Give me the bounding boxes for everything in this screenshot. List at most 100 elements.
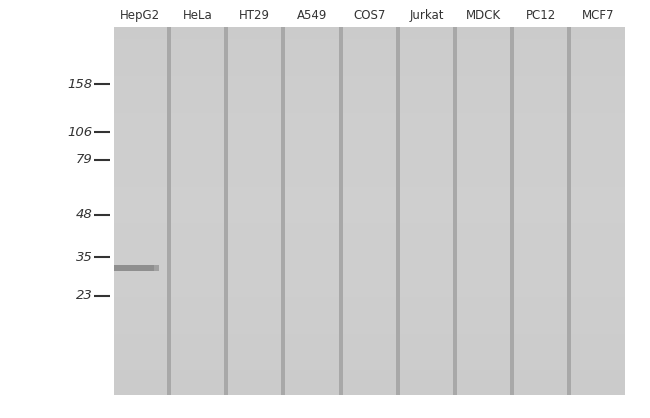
Bar	[571, 125, 625, 138]
Bar	[571, 309, 625, 321]
Bar	[457, 260, 510, 273]
Bar	[514, 370, 567, 383]
Bar	[281, 27, 285, 395]
Text: 23: 23	[75, 289, 92, 302]
Bar	[114, 76, 167, 89]
Bar	[285, 211, 339, 223]
Bar	[514, 125, 567, 138]
Bar	[400, 88, 453, 101]
Bar	[571, 149, 625, 162]
Bar	[114, 100, 167, 113]
Bar	[343, 64, 396, 76]
Bar	[171, 174, 224, 186]
Bar	[571, 370, 625, 383]
Bar	[571, 223, 625, 236]
Bar	[114, 51, 167, 64]
Bar	[228, 162, 281, 174]
Bar	[114, 247, 167, 260]
Bar	[228, 174, 281, 186]
Bar	[457, 100, 510, 113]
Bar	[114, 162, 167, 174]
Bar	[228, 296, 281, 309]
Bar	[285, 309, 339, 321]
Bar	[228, 333, 281, 346]
Bar	[171, 64, 224, 76]
Bar	[400, 39, 453, 52]
Text: 79: 79	[75, 153, 92, 166]
Bar	[343, 260, 396, 273]
Bar	[514, 272, 567, 285]
Bar	[514, 112, 567, 125]
Bar	[400, 284, 453, 297]
Bar	[285, 284, 339, 297]
Text: 106: 106	[67, 125, 92, 138]
Bar	[343, 370, 396, 383]
Bar	[457, 235, 510, 248]
Bar	[285, 76, 339, 89]
Bar	[514, 260, 567, 273]
Bar	[457, 382, 510, 395]
Text: 158: 158	[67, 78, 92, 91]
Bar	[228, 125, 281, 138]
Bar	[514, 199, 567, 211]
Bar	[514, 223, 567, 236]
Bar	[285, 137, 339, 150]
Bar	[114, 137, 167, 150]
Bar	[228, 346, 281, 358]
Bar	[571, 137, 625, 150]
Bar	[457, 211, 510, 223]
Bar	[457, 284, 510, 297]
Bar	[571, 235, 625, 248]
Bar	[114, 382, 167, 395]
Bar	[343, 346, 396, 358]
Bar	[153, 265, 159, 271]
Bar	[114, 296, 167, 309]
Bar	[228, 112, 281, 125]
Bar	[343, 284, 396, 297]
Bar	[457, 186, 510, 199]
Text: COS7: COS7	[353, 9, 385, 22]
Bar	[343, 100, 396, 113]
Bar	[514, 382, 567, 395]
Text: HepG2: HepG2	[120, 9, 161, 22]
Bar	[457, 112, 510, 125]
Bar	[457, 247, 510, 260]
Bar	[457, 199, 510, 211]
Bar	[343, 125, 396, 138]
Bar	[171, 370, 224, 383]
Bar	[514, 284, 567, 297]
Bar	[400, 296, 453, 309]
Bar	[114, 370, 167, 383]
Bar	[571, 199, 625, 211]
Bar	[224, 27, 228, 395]
Bar	[457, 27, 510, 39]
Text: 35: 35	[75, 250, 92, 264]
Bar	[343, 112, 396, 125]
Bar	[343, 199, 396, 211]
Bar	[400, 149, 453, 162]
Bar	[514, 186, 567, 199]
Bar	[514, 76, 567, 89]
Bar	[114, 346, 167, 358]
Bar	[514, 358, 567, 370]
Bar	[285, 27, 339, 39]
Bar	[571, 39, 625, 52]
Bar	[171, 149, 224, 162]
Bar	[171, 333, 224, 346]
Bar	[400, 51, 453, 64]
Bar	[114, 358, 167, 370]
Bar	[343, 27, 396, 39]
Bar	[457, 88, 510, 101]
Bar	[400, 321, 453, 334]
Bar	[114, 186, 167, 199]
Bar	[114, 272, 167, 285]
Bar	[400, 27, 453, 39]
Bar	[571, 51, 625, 64]
Bar	[571, 321, 625, 334]
Bar	[514, 174, 567, 186]
Bar	[457, 51, 510, 64]
Bar	[400, 382, 453, 395]
Bar	[285, 223, 339, 236]
Bar	[400, 346, 453, 358]
Bar	[343, 382, 396, 395]
